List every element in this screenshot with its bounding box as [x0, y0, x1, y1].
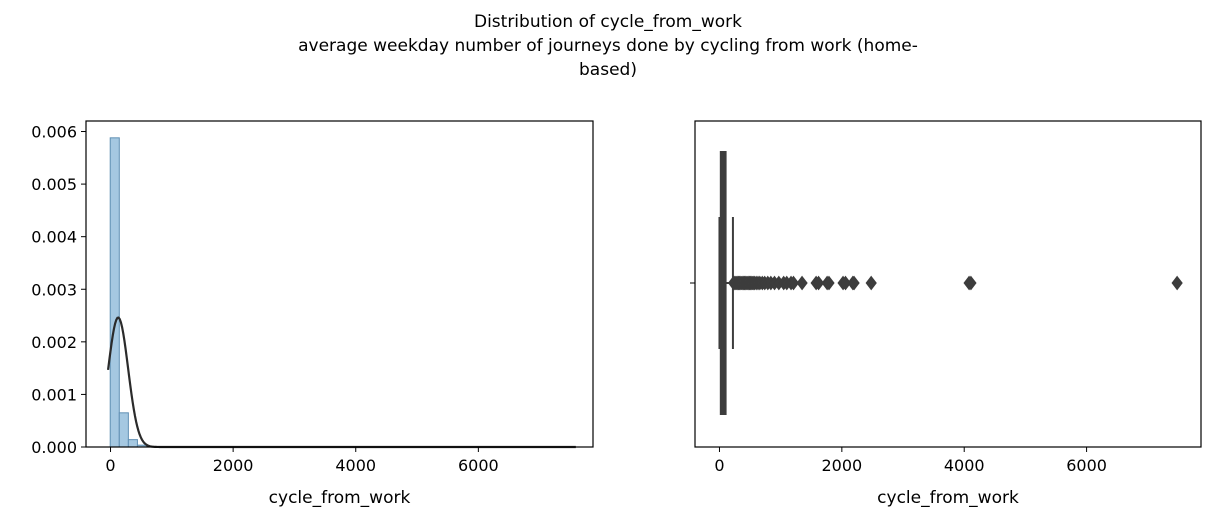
boxplot-outlier [865, 275, 877, 291]
boxplot-panel: 0 2000 4000 6000 cycle_from_work [690, 120, 1202, 508]
y-tick-label: 0.002 [31, 333, 77, 352]
y-tick-label: 0.000 [31, 438, 77, 457]
histogram-axes-frame [85, 120, 594, 448]
x-tick-label: 4000 [335, 456, 376, 475]
x-axis-label: cycle_from_work [269, 488, 411, 508]
x-tick-label: 2000 [213, 456, 254, 475]
y-tick-label: 0.004 [31, 228, 77, 247]
boxplot-outlier [812, 275, 825, 291]
x-tick-label: 0 [105, 456, 115, 475]
boxplot-outlier [787, 275, 800, 291]
kde-fit-curve [106, 316, 576, 449]
figure-title-line-2: average weekday number of journeys done … [298, 36, 918, 56]
x-axis-label: cycle_from_work [877, 488, 1019, 508]
x-tick-label: 0 [714, 456, 724, 475]
boxplot-outlier [796, 275, 808, 291]
boxplot-outlier [848, 275, 860, 291]
x-tick-label: 2000 [821, 456, 862, 475]
x-tick-label: 6000 [458, 456, 499, 475]
y-tick-label: 0.001 [31, 385, 77, 404]
boxplot-outlier [839, 275, 852, 291]
boxplot-outlier [1171, 275, 1183, 291]
figure-title-line-1: Distribution of cycle_from_work [473, 12, 742, 32]
figure-title-line-3: based) [579, 60, 637, 80]
histogram-bar [127, 439, 138, 448]
histogram-panel: 0 2000 4000 6000 0.000 0.001 0.002 0.003 0.004 0.… [31, 120, 594, 508]
x-tick-label: 6000 [1066, 456, 1107, 475]
boxplot-outlier [823, 275, 835, 291]
boxplot-axes-frame [694, 120, 1202, 448]
boxplot-outlier [965, 275, 977, 291]
y-tick-label: 0.006 [31, 123, 77, 142]
y-tick-label: 0.005 [31, 175, 77, 194]
histogram-bar [109, 137, 120, 448]
y-tick-label: 0.003 [31, 280, 77, 299]
histogram-bar [118, 412, 129, 448]
x-tick-label: 4000 [944, 456, 985, 475]
